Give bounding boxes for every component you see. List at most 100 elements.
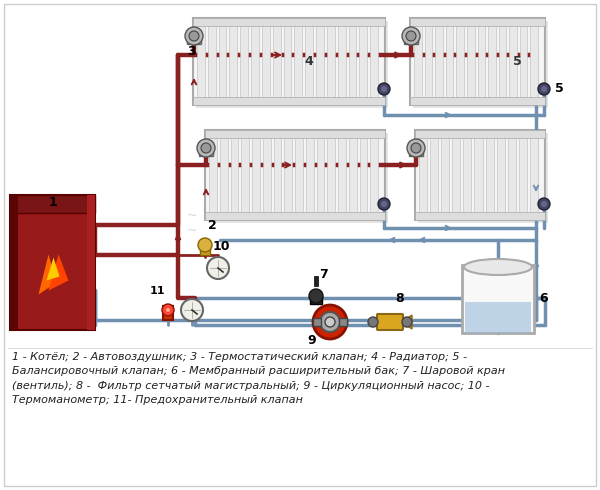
Bar — [205, 130, 385, 220]
Circle shape — [381, 86, 387, 92]
Bar — [457, 22, 464, 101]
Bar — [295, 22, 302, 101]
Bar — [200, 245, 210, 255]
Bar — [410, 97, 545, 105]
FancyBboxPatch shape — [377, 314, 403, 330]
Bar — [327, 134, 335, 216]
Bar — [370, 22, 378, 101]
Bar — [467, 22, 475, 101]
Bar — [274, 134, 281, 216]
Bar — [197, 22, 205, 101]
Circle shape — [378, 83, 390, 95]
Bar — [295, 134, 303, 216]
Circle shape — [381, 201, 387, 207]
Circle shape — [325, 317, 335, 327]
Bar — [313, 318, 321, 326]
Text: 8: 8 — [395, 292, 404, 305]
Polygon shape — [47, 258, 59, 280]
Bar — [10, 195, 95, 330]
Text: 1 - Котёл; 2 - Автовоздушник; 3 - Термостатический клапан; 4 - Радиатор; 5 -
Бал: 1 - Котёл; 2 - Автовоздушник; 3 - Термос… — [12, 352, 505, 405]
Circle shape — [320, 312, 340, 332]
Text: 5: 5 — [554, 82, 563, 96]
Circle shape — [402, 317, 412, 327]
Bar — [415, 130, 545, 138]
Bar — [452, 134, 460, 216]
Bar — [193, 97, 385, 105]
Bar — [530, 134, 538, 216]
Bar — [316, 22, 324, 101]
Bar — [310, 296, 322, 304]
Bar — [209, 134, 217, 216]
Bar — [349, 134, 356, 216]
Circle shape — [181, 299, 203, 321]
Bar — [359, 134, 367, 216]
Circle shape — [378, 198, 390, 210]
Bar — [208, 133, 388, 223]
Text: 4: 4 — [305, 55, 313, 68]
Bar — [339, 318, 347, 326]
Bar — [414, 22, 422, 101]
Bar — [205, 212, 385, 220]
Bar — [446, 22, 454, 101]
Circle shape — [189, 31, 199, 41]
Text: 7: 7 — [319, 268, 328, 281]
Bar — [509, 22, 517, 101]
Bar — [305, 22, 313, 101]
Circle shape — [201, 143, 211, 153]
Circle shape — [538, 83, 550, 95]
Bar — [87, 195, 95, 330]
Bar — [273, 22, 281, 101]
Circle shape — [407, 139, 425, 157]
Text: 11: 11 — [150, 286, 166, 296]
Bar — [488, 22, 496, 101]
Bar — [430, 134, 438, 216]
Bar — [475, 134, 482, 216]
Bar — [338, 22, 346, 101]
Circle shape — [198, 238, 212, 252]
Bar — [418, 133, 548, 223]
Bar — [441, 134, 449, 216]
Bar — [435, 22, 443, 101]
Bar — [338, 134, 346, 216]
Text: 10: 10 — [213, 240, 230, 253]
Ellipse shape — [464, 259, 532, 275]
Bar — [409, 144, 423, 156]
Bar — [499, 22, 506, 101]
Circle shape — [166, 308, 170, 312]
Bar — [229, 22, 237, 101]
Bar — [10, 195, 18, 330]
Bar — [220, 134, 227, 216]
Circle shape — [185, 27, 203, 45]
Bar — [462, 265, 534, 333]
Bar — [314, 276, 318, 286]
Bar — [208, 22, 215, 101]
Circle shape — [368, 317, 378, 327]
Bar — [199, 144, 213, 156]
Bar — [196, 21, 388, 108]
Circle shape — [411, 143, 421, 153]
Circle shape — [162, 304, 174, 316]
Bar — [478, 22, 485, 101]
Bar — [425, 22, 432, 101]
Bar — [359, 22, 367, 101]
Circle shape — [402, 27, 420, 45]
Bar — [370, 134, 378, 216]
Bar — [415, 130, 545, 220]
Bar — [241, 134, 249, 216]
Bar — [497, 134, 505, 216]
Bar — [485, 134, 494, 216]
Polygon shape — [38, 254, 56, 294]
Bar — [193, 18, 385, 105]
Bar — [519, 134, 527, 216]
Circle shape — [309, 289, 323, 303]
Bar — [306, 134, 314, 216]
Bar — [413, 21, 548, 108]
Circle shape — [313, 305, 347, 339]
Bar — [520, 22, 527, 101]
Bar — [284, 22, 292, 101]
Bar — [419, 134, 427, 216]
Bar — [230, 134, 238, 216]
Text: ~
~: ~ ~ — [187, 209, 197, 237]
Bar — [410, 18, 545, 105]
Bar — [205, 130, 385, 138]
